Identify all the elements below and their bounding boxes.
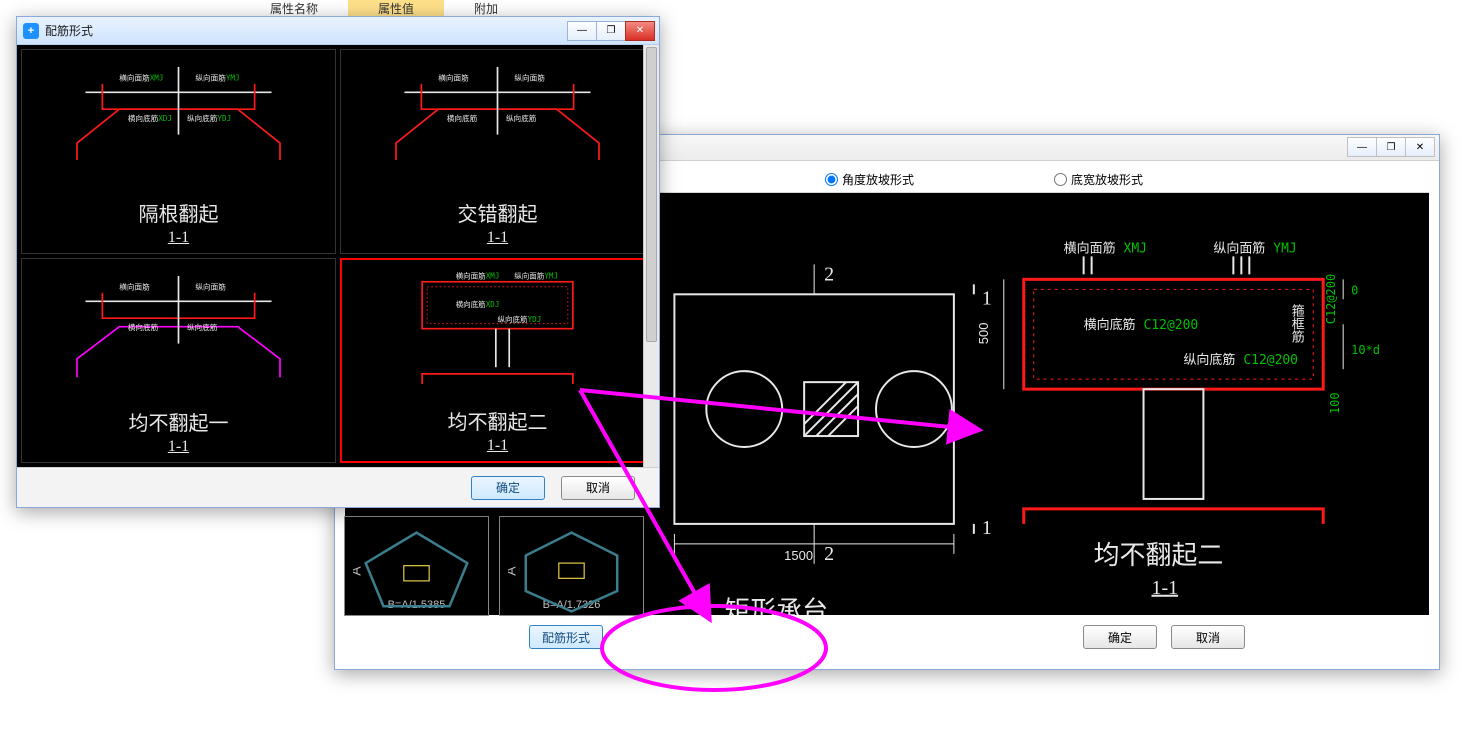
shape-thumbnails: A B=A/1.5385 A B=A/1.7326 xyxy=(344,516,644,616)
radio-angle-input[interactable] xyxy=(825,173,838,186)
svg-text:箍框筋: 箍框筋 xyxy=(1290,303,1305,343)
col-extra: 附加 xyxy=(444,0,528,16)
svg-text:横向底筋: 横向底筋 xyxy=(456,299,487,309)
col-name: 属性名称 xyxy=(240,0,348,16)
radio-angle[interactable]: 角度放坡形式 xyxy=(825,171,914,188)
svg-text:XDJ: XDJ xyxy=(158,114,172,123)
picker-title: 配筋形式 xyxy=(45,22,568,39)
cell-sub: 1-1 xyxy=(341,229,654,247)
svg-text:2: 2 xyxy=(824,263,834,285)
app-icon: + xyxy=(23,23,39,39)
close-button[interactable]: ✕ xyxy=(625,21,655,41)
svg-text:横向面筋: 横向面筋 xyxy=(119,281,150,291)
svg-text:纵向底筋: 纵向底筋 xyxy=(498,314,529,324)
svg-text:0: 0 xyxy=(1351,283,1358,297)
svg-text:横向面筋: 横向面筋 xyxy=(456,270,487,280)
ok-button[interactable]: 确定 xyxy=(471,476,545,500)
picker-titlebar[interactable]: + 配筋形式 — ❐ ✕ xyxy=(17,17,659,45)
preview-button-row: 配筋形式 确定 取消 xyxy=(345,615,1429,659)
svg-text:2: 2 xyxy=(824,543,834,565)
svg-text:1500: 1500 xyxy=(784,548,813,563)
svg-text:500: 500 xyxy=(976,322,991,344)
svg-text:XMJ: XMJ xyxy=(1124,241,1147,256)
svg-text:纵向底筋: 纵向底筋 xyxy=(1183,352,1235,367)
svg-text:XMJ: XMJ xyxy=(150,73,164,82)
svg-text:C12@200: C12@200 xyxy=(1144,318,1199,333)
svg-text:A: A xyxy=(353,566,364,576)
style-cell-2[interactable]: 横向面筋 纵向面筋 横向底筋 纵向底筋 均不翻起一 1-1 xyxy=(21,258,336,463)
svg-text:横向底筋: 横向底筋 xyxy=(1084,317,1136,332)
radio-width-input[interactable] xyxy=(1054,173,1067,186)
cell-caption: 均不翻起一 xyxy=(129,413,229,435)
cell-sub: 1-1 xyxy=(342,437,653,455)
background-property-header: 属性名称 属性值 附加 xyxy=(240,0,660,16)
style-cell-1[interactable]: 横向面筋 纵向面筋 横向底筋 纵向底筋 交错翻起 1-1 xyxy=(340,49,655,254)
ok-button[interactable]: 确定 xyxy=(1083,625,1157,649)
style-grid: 横向面筋 XMJ 纵向面筋 YMJ 横向底筋 XDJ 纵向底筋 YDJ 隔根翻起… xyxy=(17,45,659,467)
svg-text:横向面筋: 横向面筋 xyxy=(438,72,469,82)
maximize-button[interactable]: ❐ xyxy=(1376,137,1406,157)
svg-text:XDJ: XDJ xyxy=(486,300,500,309)
scrollbar-thumb[interactable] xyxy=(646,47,657,342)
radio-angle-label: 角度放坡形式 xyxy=(842,171,914,188)
radio-width-label: 底宽放坡形式 xyxy=(1071,171,1143,188)
cell-caption: 隔根翻起 xyxy=(139,204,219,226)
svg-text:纵向面筋: 纵向面筋 xyxy=(195,72,226,82)
svg-text:均不翻起二: 均不翻起二 xyxy=(1094,541,1224,570)
svg-text:100: 100 xyxy=(1328,392,1342,414)
svg-text:纵向面筋: 纵向面筋 xyxy=(514,72,545,82)
cell-sub: 1-1 xyxy=(22,438,335,456)
svg-text:YMJ: YMJ xyxy=(226,73,240,82)
close-button[interactable]: ✕ xyxy=(1405,137,1435,157)
svg-text:YDJ: YDJ xyxy=(217,114,231,123)
svg-text:纵向底筋: 纵向底筋 xyxy=(187,322,218,332)
maximize-button[interactable]: ❐ xyxy=(596,21,626,41)
svg-text:纵向面筋: 纵向面筋 xyxy=(514,270,545,280)
cancel-button[interactable]: 取消 xyxy=(561,476,635,500)
cell-caption: 均不翻起二 xyxy=(448,412,548,434)
svg-text:横向底筋: 横向底筋 xyxy=(128,113,159,123)
svg-text:YDJ: YDJ xyxy=(528,315,542,324)
svg-text:XMJ: XMJ xyxy=(486,271,500,280)
svg-text:纵向面筋: 纵向面筋 xyxy=(1213,240,1265,255)
picker-button-row: 确定 取消 xyxy=(17,467,659,507)
svg-text:横向面筋: 横向面筋 xyxy=(1064,240,1116,255)
thumb-hexagon[interactable]: A B=A/1.7326 xyxy=(499,516,644,616)
style-cell-0[interactable]: 横向面筋 XMJ 纵向面筋 YMJ 横向底筋 XDJ 纵向底筋 YDJ 隔根翻起… xyxy=(21,49,336,254)
svg-text:A: A xyxy=(508,566,519,576)
cell-sub: 1-1 xyxy=(22,229,335,247)
svg-text:横向底筋: 横向底筋 xyxy=(128,322,159,332)
svg-text:YMJ: YMJ xyxy=(1273,241,1296,256)
minimize-button[interactable]: — xyxy=(567,21,597,41)
svg-text:矩形承台: 矩形承台 xyxy=(724,596,828,615)
svg-text:纵向面筋: 纵向面筋 xyxy=(195,281,226,291)
grid-scrollbar[interactable] xyxy=(643,45,659,467)
cancel-button[interactable]: 取消 xyxy=(1171,625,1245,649)
svg-text:10*d: 10*d xyxy=(1351,343,1380,357)
svg-text:1: 1 xyxy=(982,287,992,309)
cell-caption: 交错翻起 xyxy=(458,204,538,226)
radio-width[interactable]: 底宽放坡形式 xyxy=(1054,171,1143,188)
svg-text:横向面筋: 横向面筋 xyxy=(119,72,150,82)
svg-text:YMJ: YMJ xyxy=(544,271,558,280)
rebar-style-picker: + 配筋形式 — ❐ ✕ 横向面筋 XMJ 纵向面筋 xyxy=(16,16,660,508)
minimize-button[interactable]: — xyxy=(1347,137,1377,157)
svg-text:1: 1 xyxy=(982,517,992,539)
col-value: 属性值 xyxy=(348,0,444,16)
svg-text:C12@200: C12@200 xyxy=(1324,274,1338,324)
svg-text:横向底筋: 横向底筋 xyxy=(447,113,478,123)
rebar-style-button[interactable]: 配筋形式 xyxy=(529,625,603,649)
svg-text:C12@200: C12@200 xyxy=(1243,353,1298,368)
svg-text:纵向底筋: 纵向底筋 xyxy=(506,113,537,123)
style-cell-3[interactable]: 横向面筋 XMJ 纵向面筋 YMJ 横向底筋 XDJ 纵向底筋 YDJ 均不翻起… xyxy=(340,258,655,463)
svg-text:1-1: 1-1 xyxy=(1152,577,1179,599)
thumb-pentagon[interactable]: A B=A/1.5385 xyxy=(344,516,489,616)
svg-text:纵向底筋: 纵向底筋 xyxy=(187,113,218,123)
